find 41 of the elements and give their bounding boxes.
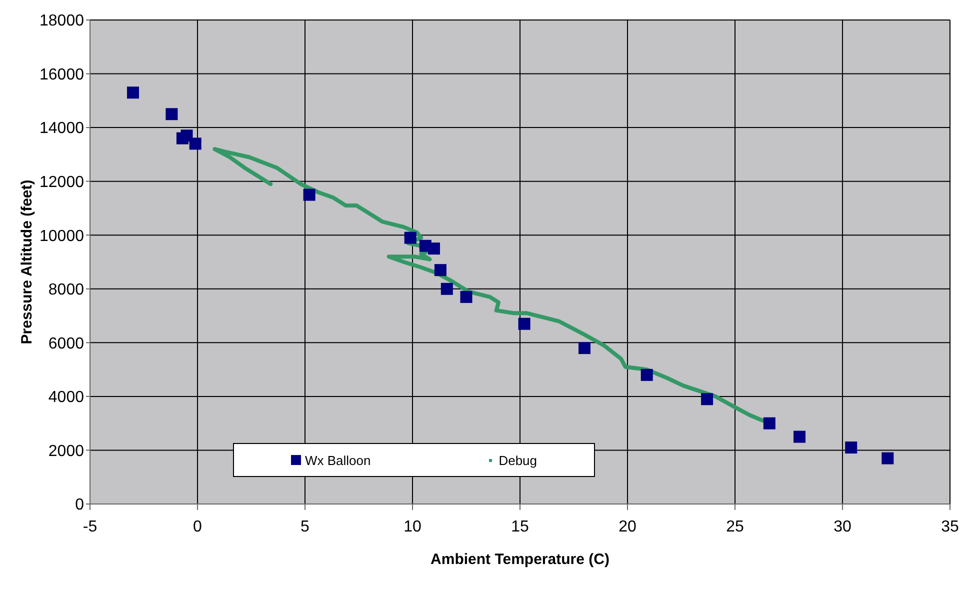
y-tick-label: 6000 [48, 335, 84, 352]
y-tick-label: 12000 [40, 174, 84, 192]
legend-label: Debug [498, 452, 538, 468]
point [166, 108, 178, 120]
y-axis-title: Pressure Altitude (feet) [18, 180, 36, 344]
y-tick-label: 10000 [40, 228, 84, 245]
point [882, 452, 894, 464]
y-tick-label: 8000 [48, 282, 84, 299]
y-tick-label: 16000 [40, 66, 84, 84]
point [845, 442, 858, 454]
y-tick-label: 2000 [48, 442, 84, 460]
x-axis-title: Ambient Temperature (C) [430, 551, 610, 568]
legend-label: Wx Balloon [304, 452, 371, 468]
x-tick-label: 35 [941, 518, 959, 536]
x-tick-label: 25 [726, 518, 744, 536]
point [640, 368, 653, 381]
y-tick-label: 18000 [40, 12, 84, 30]
point [127, 86, 139, 99]
point [189, 138, 202, 150]
x-tick-label: 20 [618, 518, 636, 536]
x-tick-label: 0 [193, 518, 202, 536]
point [428, 242, 440, 255]
point [440, 282, 453, 295]
x-tick-label: -5 [82, 518, 98, 536]
x-tick-label: 10 [404, 518, 422, 536]
point [578, 342, 590, 354]
x-tick-label: 15 [511, 518, 529, 536]
point [763, 417, 776, 430]
point [460, 290, 472, 303]
point [434, 264, 446, 276]
y-tick-label: 14000 [40, 120, 84, 138]
point [303, 188, 316, 201]
point [404, 232, 416, 244]
x-tick-label: 5 [300, 518, 310, 536]
x-tick-label: 30 [834, 518, 852, 536]
point [794, 430, 806, 443]
point [518, 318, 530, 330]
point [180, 130, 193, 142]
point [701, 393, 714, 406]
y-tick-label: 4000 [48, 389, 84, 406]
y-tick-label: 0 [75, 496, 84, 514]
